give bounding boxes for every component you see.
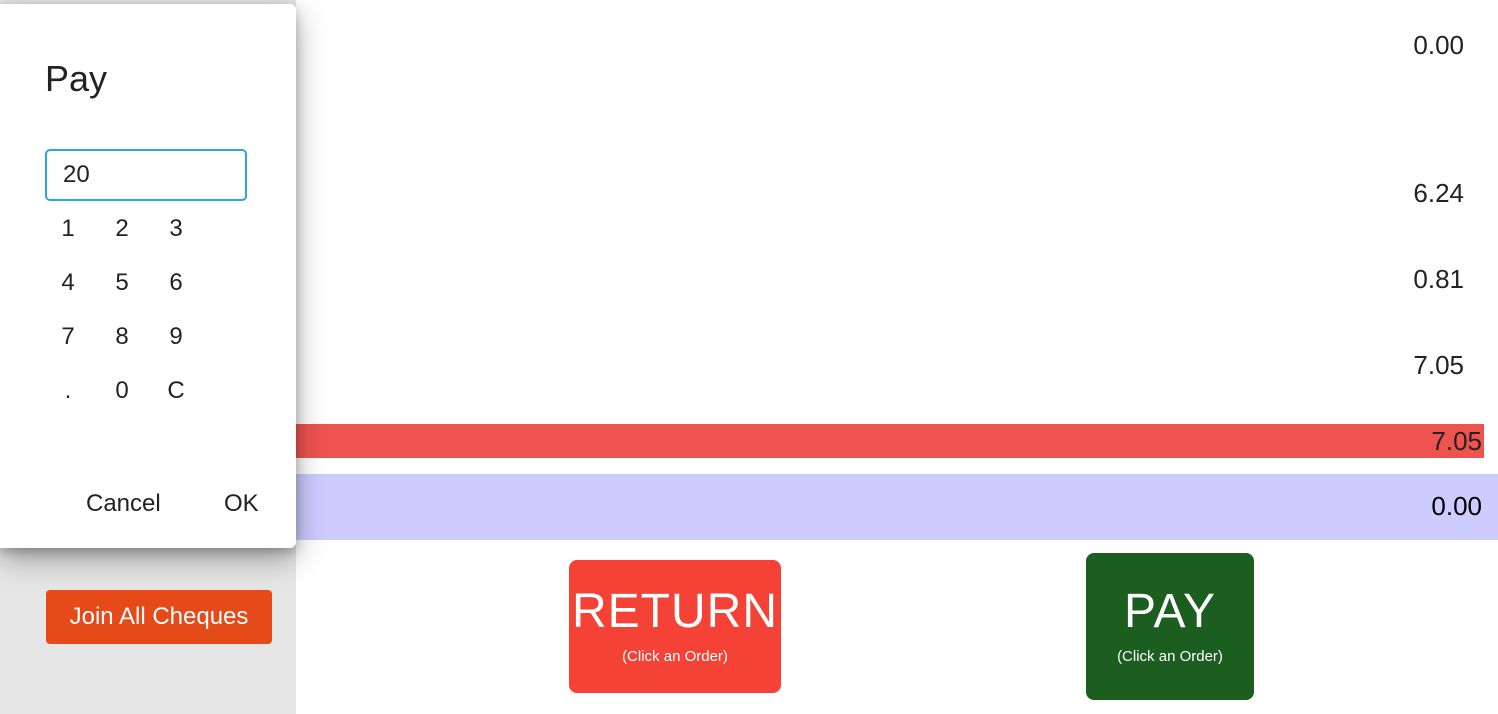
amount-due: 7.05 [1431, 426, 1482, 456]
amount-subtotal: 6.24 [1413, 178, 1464, 208]
key-decimal[interactable]: . [64, 377, 72, 404]
return-button[interactable]: RETURN (Click an Order) [569, 560, 781, 693]
amount-change: 0.00 [1431, 491, 1482, 521]
cancel-button[interactable]: Cancel [78, 484, 169, 524]
pay-dialog: Pay 1 2 3 4 5 6 7 8 9 . 0 C Cancel OK [0, 4, 296, 548]
key-4[interactable]: 4 [61, 269, 75, 296]
amount-subtotal-discount: 0.00 [1413, 30, 1464, 60]
key-5[interactable]: 5 [115, 269, 129, 296]
return-button-hint: (Click an Order) [622, 648, 728, 665]
key-9[interactable]: 9 [169, 323, 183, 350]
key-6[interactable]: 6 [169, 269, 183, 296]
change-bar: 0.00 [296, 474, 1498, 540]
key-3[interactable]: 3 [169, 215, 183, 242]
key-0[interactable]: 0 [115, 377, 129, 404]
pay-button-label: PAY [1124, 585, 1216, 638]
pay-button-hint: (Click an Order) [1117, 648, 1223, 665]
key-7[interactable]: 7 [61, 323, 75, 350]
ok-button[interactable]: OK [216, 484, 267, 524]
key-8[interactable]: 8 [115, 323, 129, 350]
key-1[interactable]: 1 [61, 215, 75, 242]
key-2[interactable]: 2 [115, 215, 129, 242]
pay-button[interactable]: PAY (Click an Order) [1086, 553, 1254, 700]
pay-amount-input[interactable] [45, 149, 247, 201]
key-clear[interactable]: C [167, 377, 185, 404]
amount-total: 7.05 [1413, 350, 1464, 380]
dialog-title: Pay [45, 58, 108, 99]
join-all-cheques-button[interactable]: Join All Cheques [46, 590, 272, 644]
return-button-label: RETURN [572, 585, 778, 638]
dialog-actions: Cancel OK [0, 484, 296, 532]
amount-tax: 0.81 [1413, 264, 1464, 294]
amount-due-bar: 7.05 [296, 424, 1484, 458]
